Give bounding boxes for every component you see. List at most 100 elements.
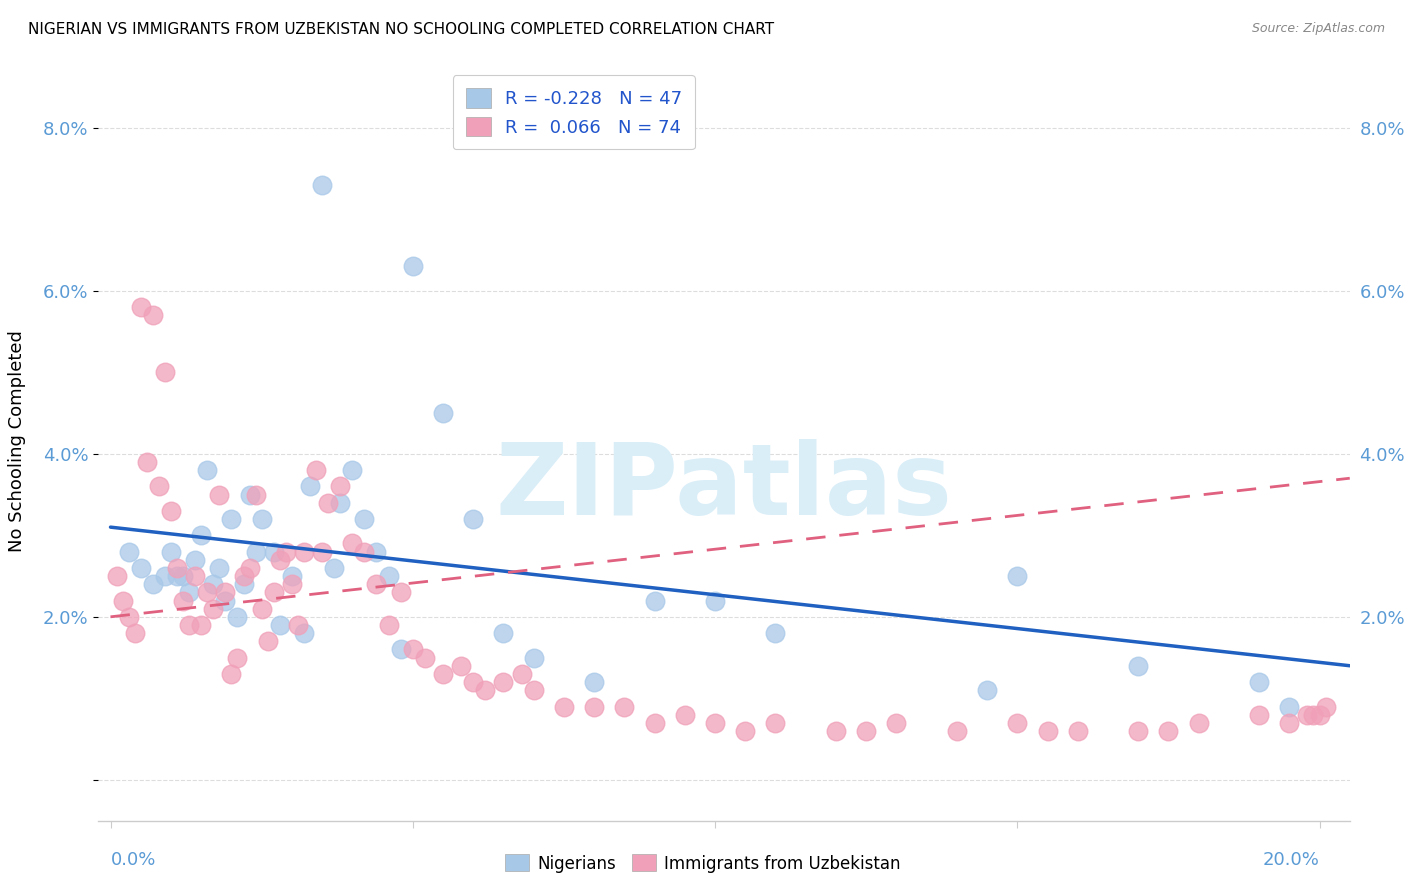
Point — [523, 650, 546, 665]
Point — [298, 479, 321, 493]
Point — [208, 561, 231, 575]
Point — [263, 544, 285, 558]
Point — [976, 683, 998, 698]
Point — [323, 561, 346, 575]
Point — [238, 487, 260, 501]
Point — [583, 675, 606, 690]
Text: 20.0%: 20.0% — [1263, 851, 1320, 869]
Point — [117, 544, 139, 558]
Point — [353, 512, 375, 526]
Point — [413, 650, 436, 665]
Point — [553, 699, 575, 714]
Point — [160, 544, 183, 558]
Point — [305, 463, 328, 477]
Text: ZIPatlas: ZIPatlas — [496, 439, 952, 535]
Point — [402, 642, 425, 657]
Point — [202, 601, 225, 615]
Point — [153, 569, 176, 583]
Point — [1128, 723, 1150, 738]
Point — [510, 666, 533, 681]
Point — [377, 618, 399, 632]
Point — [214, 585, 236, 599]
Point — [366, 544, 388, 558]
Point — [232, 577, 254, 591]
Point — [673, 707, 696, 722]
Point — [432, 406, 454, 420]
Legend: Nigerians, Immigrants from Uzbekistan: Nigerians, Immigrants from Uzbekistan — [499, 847, 907, 880]
Point — [250, 512, 273, 526]
Point — [190, 528, 212, 542]
Point — [160, 504, 183, 518]
Point — [166, 561, 188, 575]
Legend: R = -0.228   N = 47, R =  0.066   N = 74: R = -0.228 N = 47, R = 0.066 N = 74 — [453, 75, 695, 149]
Point — [342, 463, 364, 477]
Point — [855, 723, 877, 738]
Point — [366, 577, 388, 591]
Point — [734, 723, 756, 738]
Point — [886, 715, 908, 730]
Point — [202, 577, 225, 591]
Point — [226, 650, 249, 665]
Point — [177, 585, 200, 599]
Point — [124, 626, 146, 640]
Point — [226, 610, 249, 624]
Point — [245, 544, 267, 558]
Point — [492, 675, 515, 690]
Point — [377, 569, 399, 583]
Text: NIGERIAN VS IMMIGRANTS FROM UZBEKISTAN NO SCHOOLING COMPLETED CORRELATION CHART: NIGERIAN VS IMMIGRANTS FROM UZBEKISTAN N… — [28, 22, 775, 37]
Point — [117, 610, 139, 624]
Text: 0.0%: 0.0% — [111, 851, 156, 869]
Point — [172, 593, 194, 607]
Point — [245, 487, 267, 501]
Point — [463, 512, 485, 526]
Point — [190, 618, 212, 632]
Point — [153, 365, 176, 379]
Point — [135, 455, 157, 469]
Point — [523, 683, 546, 698]
Point — [221, 512, 243, 526]
Point — [142, 308, 165, 322]
Point — [825, 723, 848, 738]
Point — [432, 666, 454, 681]
Point — [184, 553, 207, 567]
Point — [148, 479, 170, 493]
Point — [1007, 715, 1029, 730]
Point — [142, 577, 165, 591]
Point — [105, 569, 128, 583]
Point — [281, 577, 304, 591]
Point — [263, 585, 285, 599]
Point — [172, 569, 194, 583]
Point — [389, 585, 412, 599]
Point — [184, 569, 207, 583]
Point — [311, 178, 333, 192]
Point — [946, 723, 969, 738]
Point — [583, 699, 606, 714]
Point — [1249, 707, 1271, 722]
Point — [316, 496, 339, 510]
Point — [704, 593, 727, 607]
Point — [281, 569, 304, 583]
Point — [1315, 699, 1337, 714]
Point — [238, 561, 260, 575]
Point — [1278, 715, 1301, 730]
Point — [474, 683, 496, 698]
Point — [492, 626, 515, 640]
Point — [1157, 723, 1180, 738]
Point — [269, 618, 291, 632]
Point — [644, 593, 666, 607]
Point — [1007, 569, 1029, 583]
Point — [1128, 658, 1150, 673]
Text: Source: ZipAtlas.com: Source: ZipAtlas.com — [1251, 22, 1385, 36]
Point — [129, 300, 152, 314]
Point — [292, 626, 315, 640]
Point — [342, 536, 364, 550]
Point — [195, 585, 218, 599]
Point — [1036, 723, 1059, 738]
Point — [1188, 715, 1211, 730]
Point — [402, 259, 425, 273]
Point — [292, 544, 315, 558]
Point — [208, 487, 231, 501]
Point — [1309, 707, 1331, 722]
Point — [129, 561, 152, 575]
Point — [287, 618, 309, 632]
